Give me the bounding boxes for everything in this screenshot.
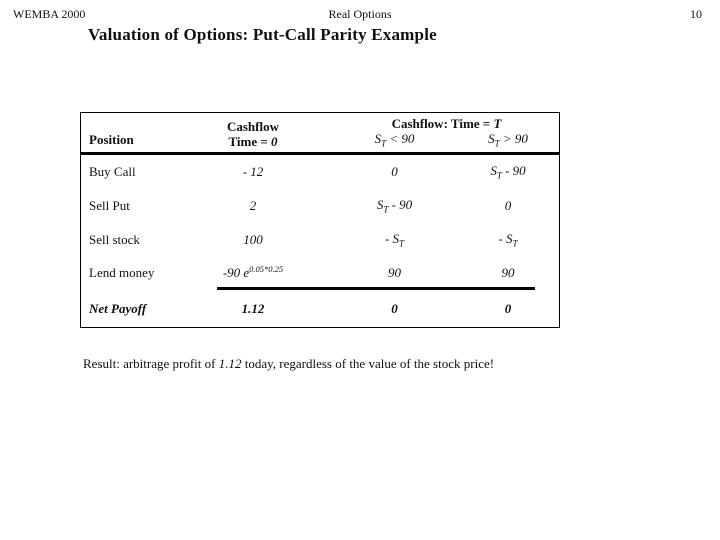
cell-text: 0 — [391, 301, 398, 316]
subheader-st-lt-90: ST < 90 — [317, 131, 458, 149]
cashflow-t0-zero: 0 — [271, 133, 278, 149]
parity-table: Position Cashflow Time = 0 Cashflow: Tim… — [80, 112, 560, 328]
table-header-row: Position Cashflow Time = 0 Cashflow: Tim… — [81, 113, 559, 155]
cell-text: - 90 — [388, 197, 413, 213]
cell-st-lt-90: - ST — [317, 231, 458, 249]
cell-text: 0 — [504, 301, 512, 316]
cell-st-gt-90: 0 — [458, 198, 558, 214]
cell-text: 0 — [504, 198, 512, 213]
st-gt-sub: T — [494, 138, 500, 149]
cashflow-t0-line2: Time = — [228, 133, 272, 149]
cell-st-gt-90: 0 — [458, 301, 558, 317]
table-row-lend-money: Lend money -90 e0.05*0.25 90 90 — [81, 256, 559, 289]
row-label: Buy Call — [89, 164, 136, 179]
st-lt-rest: < 90 — [386, 130, 415, 146]
st-gt-rest: > 90 — [499, 130, 528, 146]
cell-st-lt-90: 0 — [317, 164, 458, 180]
st-gt-base: S — [488, 130, 495, 146]
st-lt-sub: T — [381, 138, 387, 149]
cashflow-tT-pre: Cashflow: Time = — [391, 115, 494, 131]
cell-st-lt-90: 90 — [317, 265, 458, 281]
table-row-sell-put: Sell Put 2 ST - 90 0 — [81, 189, 559, 223]
slide-title: Valuation of Options: Put-Call Parity Ex… — [88, 25, 437, 44]
cell-sub: T — [399, 238, 405, 249]
cell-text: - 90 — [501, 163, 526, 179]
subtotal-rule — [217, 287, 535, 290]
cell-st-lt-90: 0 — [317, 301, 458, 317]
cell-text: S — [490, 163, 497, 179]
row-label: Sell stock — [89, 231, 140, 247]
cell-text: 100 — [243, 231, 263, 247]
table-row-sell-stock: Sell stock 100 - ST - ST — [81, 223, 559, 256]
cell-st-gt-90: 90 — [458, 265, 558, 281]
cell-sub: T — [496, 170, 502, 181]
result-text: Result: arbitrage profit of 1.12 today, … — [83, 356, 494, 372]
cell-time0: 1.12 — [189, 301, 317, 317]
row-label: Net Payoff — [89, 301, 147, 316]
col-header-cashflow-tT: Cashflow: Time = T ST < 90 ST > 90 — [317, 116, 558, 152]
cashflow-tT-var: T — [493, 115, 502, 131]
cell-text: 2 — [249, 198, 257, 213]
deck-title: Real Options — [328, 7, 392, 21]
cell-text: - 12 — [242, 164, 264, 179]
cell-text: - S — [498, 230, 513, 246]
page-header: WEMBA 2000 Real Options 10 — [0, 7, 720, 23]
cell-text: 1.12 — [241, 301, 265, 316]
cashflow-t0-line1: Cashflow — [226, 118, 279, 134]
cell-time0: - 12 — [189, 164, 317, 180]
col-header-cashflow-t0: Cashflow Time = 0 — [189, 119, 317, 152]
cell-text: - S — [384, 230, 400, 246]
table-row-buy-call: Buy Call - 12 0 ST - 90 — [81, 155, 559, 189]
result-profit-value: 1.12 — [218, 356, 242, 371]
st-lt-base: S — [374, 130, 382, 146]
cell-text: S — [376, 197, 384, 213]
subheader-st-gt-90: ST > 90 — [458, 131, 558, 149]
col-header-position: Position — [89, 132, 134, 147]
result-post: today, regardless of the value of the st… — [241, 356, 495, 371]
cell-time0: 100 — [189, 232, 317, 248]
cashflow-tT-title: Cashflow: Time = T — [317, 116, 558, 131]
cell-exponent: 0.05*0.25 — [249, 263, 284, 274]
row-label: Lend money — [89, 264, 155, 280]
cell-sub: T — [383, 204, 389, 215]
course-label: WEMBA 2000 — [13, 7, 86, 21]
cell-sub: T — [512, 238, 518, 249]
cell-text: -90 e — [222, 264, 250, 280]
cell-st-lt-90: ST - 90 — [317, 197, 458, 215]
cell-text: 0 — [391, 164, 398, 179]
cell-st-gt-90: ST - 90 — [458, 163, 558, 181]
cell-st-gt-90: - ST — [458, 231, 558, 249]
cell-time0: 2 — [189, 198, 317, 214]
table-row-net-payoff: Net Payoff 1.12 0 0 — [81, 289, 559, 329]
cell-time0: -90 e0.05*0.25 — [189, 263, 317, 281]
cell-text: 90 — [501, 264, 515, 280]
result-pre: Result: arbitrage profit of — [83, 356, 219, 371]
row-label: Sell Put — [89, 198, 130, 213]
page-number: 10 — [690, 7, 702, 21]
cashflow-tT-subheaders: ST < 90 ST > 90 — [317, 131, 558, 152]
cell-text: 90 — [388, 264, 401, 280]
